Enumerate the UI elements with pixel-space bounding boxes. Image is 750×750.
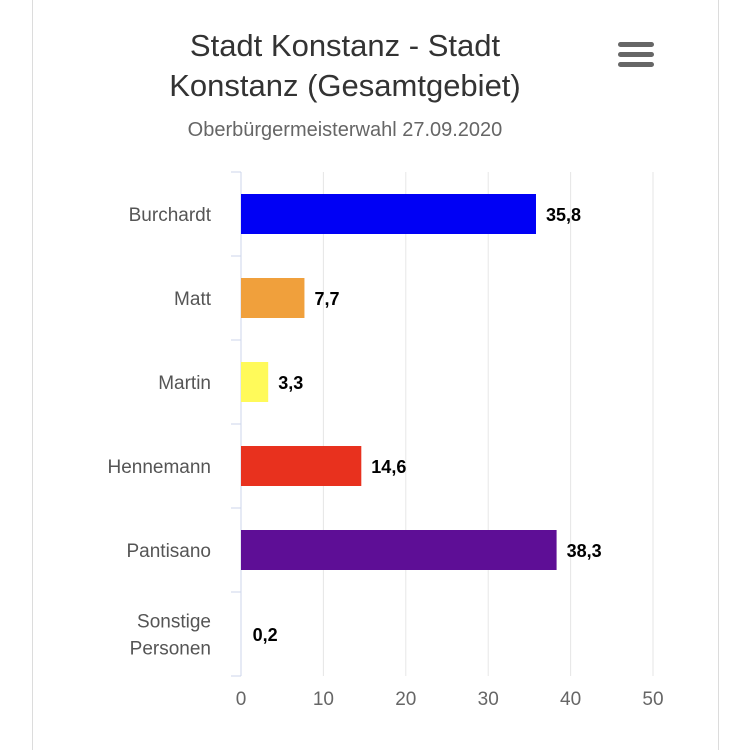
category-label: Pantisano xyxy=(126,541,211,562)
bar xyxy=(241,194,536,234)
bar xyxy=(241,278,305,318)
data-label: 38,3 xyxy=(567,541,602,561)
data-label: 14,6 xyxy=(371,457,406,477)
bar xyxy=(241,362,269,402)
data-label: 3,3 xyxy=(278,373,303,393)
category-label: Martin xyxy=(158,373,211,394)
category-label: Sonstige Personen xyxy=(130,612,211,660)
chart-subtitle: Oberbürgermeisterwahl 27.09.2020 xyxy=(187,119,503,141)
x-tick-label: 10 xyxy=(313,689,334,710)
bar xyxy=(241,446,362,486)
x-tick-label: 20 xyxy=(395,689,416,710)
category-label: Burchardt xyxy=(129,205,212,226)
menu-line xyxy=(618,52,654,57)
category-label: Hennemann xyxy=(107,457,211,478)
chart-title: Stadt Konstanz - Stadt Konstanz (Gesamtg… xyxy=(169,28,521,103)
data-label: 7,7 xyxy=(314,289,339,309)
bar xyxy=(241,530,557,570)
frame-left-border xyxy=(32,0,33,750)
frame-right-border xyxy=(718,0,719,750)
menu-line xyxy=(618,42,654,47)
x-tick-label: 40 xyxy=(560,689,581,710)
data-label: 35,8 xyxy=(546,205,581,225)
menu-line xyxy=(618,62,654,67)
data-label: 0,2 xyxy=(253,625,278,645)
x-tick-label: 0 xyxy=(236,689,247,710)
category-label: Matt xyxy=(174,289,212,310)
x-tick-label: 30 xyxy=(478,689,499,710)
hamburger-menu-icon[interactable] xyxy=(618,42,654,68)
x-tick-label: 50 xyxy=(642,689,663,710)
